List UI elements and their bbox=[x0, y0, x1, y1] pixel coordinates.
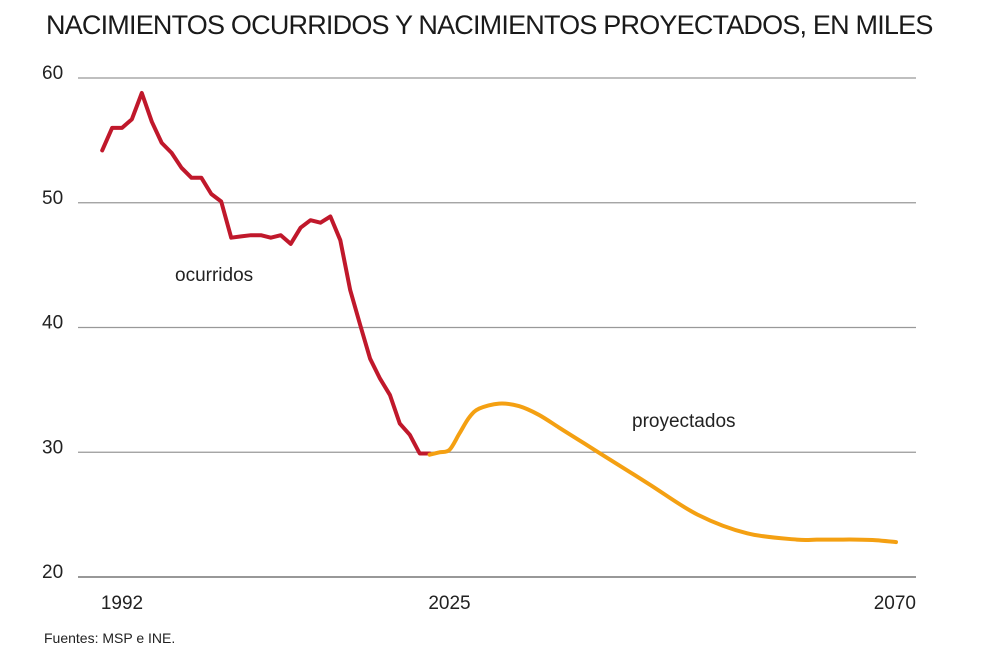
source-note: Fuentes: MSP e INE. bbox=[44, 630, 176, 646]
x-tick-label: 1992 bbox=[101, 593, 143, 614]
series-lines bbox=[100, 91, 898, 545]
y-tick-label: 40 bbox=[42, 313, 63, 334]
gridlines bbox=[78, 77, 916, 578]
y-tick-label: 20 bbox=[42, 562, 63, 583]
y-tick-label: 60 bbox=[42, 63, 63, 84]
x-tick-label: 2025 bbox=[428, 593, 470, 614]
x-tick-label: 2070 bbox=[874, 593, 916, 614]
y-tick-label: 30 bbox=[42, 437, 63, 458]
series-line-ocurridos bbox=[100, 91, 432, 456]
label-ocurridos: ocurridos bbox=[175, 265, 253, 286]
x-axis-ticks: 1992 2025 2070 bbox=[101, 593, 916, 614]
chart-title: NACIMIENTOS OCURRIDOS Y NACIMIENTOS PROY… bbox=[46, 10, 933, 40]
label-proyectados: proyectados bbox=[632, 411, 736, 432]
series-line-proyectados bbox=[427, 401, 898, 545]
y-tick-label: 50 bbox=[42, 188, 63, 209]
y-axis-ticks: 60 50 40 30 20 bbox=[42, 63, 63, 583]
